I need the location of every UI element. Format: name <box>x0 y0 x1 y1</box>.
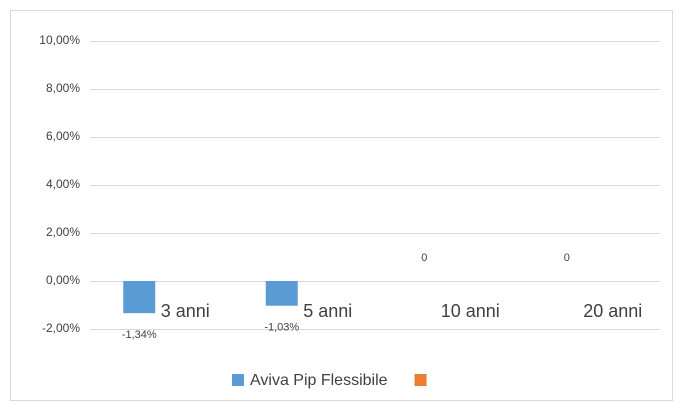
legend-label: Aviva Pip Flessibile <box>250 372 388 389</box>
legend-swatch <box>414 374 427 386</box>
y-tick-label: 8,00% <box>46 81 80 95</box>
x-tick-label: 10 anni <box>441 301 500 321</box>
y-tick-label: 0,00% <box>46 273 80 287</box>
y-tick-label: 2,00% <box>46 225 80 239</box>
x-tick-label: 20 anni <box>583 301 642 321</box>
y-tick-label: 4,00% <box>46 177 80 191</box>
x-tick-label: 5 anni <box>303 301 352 321</box>
bar <box>265 281 298 306</box>
y-tick-label: 6,00% <box>46 129 80 143</box>
chart-border <box>10 10 673 401</box>
data-label: -1,03% <box>264 322 299 334</box>
data-label: -1,34% <box>122 329 157 341</box>
legend-swatch <box>232 374 244 386</box>
x-tick-label: 3 anni <box>161 301 210 321</box>
y-tick-label: -2,00% <box>42 321 80 335</box>
y-tick-label: 10,00% <box>39 33 80 47</box>
bar <box>123 281 156 314</box>
data-label: 0 <box>564 252 570 264</box>
data-label: 0 <box>421 252 427 264</box>
